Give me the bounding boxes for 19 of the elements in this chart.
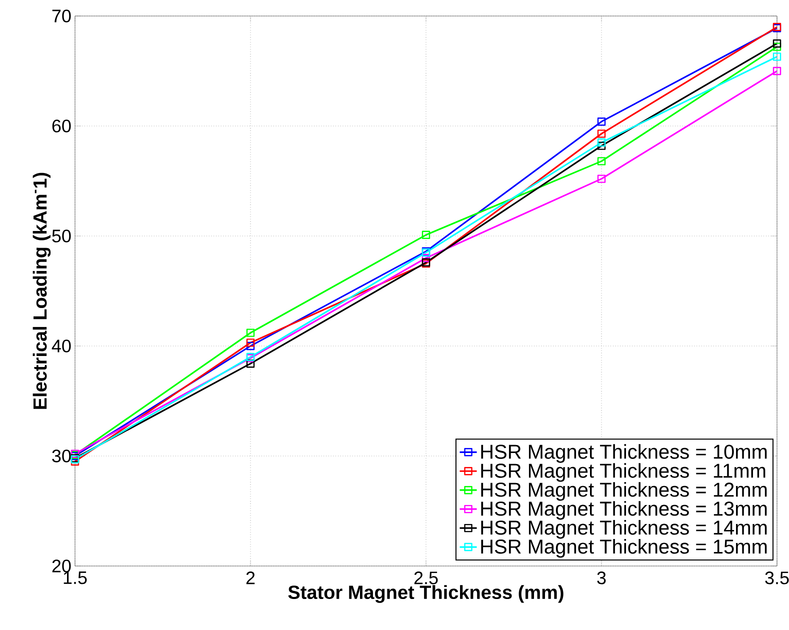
x-tick-label: 1.5 xyxy=(64,572,87,584)
y-tick-label: 60 xyxy=(52,120,71,132)
x-tick-label: 3.5 xyxy=(765,572,789,584)
legend-label: HSR Magnet Thickness = 13mm xyxy=(481,501,767,520)
legend-label: HSR Magnet Thickness = 12mm xyxy=(481,482,767,501)
legend-label: HSR Magnet Thickness = 15mm xyxy=(481,539,767,558)
y-tick-label: 50 xyxy=(52,230,71,242)
y-tick-label: 70 xyxy=(52,10,71,22)
x-axis-title: Stator Magnet Thickness (mm) xyxy=(288,585,564,603)
legend-label: HSR Magnet Thickness = 11mm xyxy=(481,463,766,482)
legend-label: HSR Magnet Thickness = 14mm xyxy=(481,520,767,539)
legend-label: HSR Magnet Thickness = 10mm xyxy=(481,444,767,463)
y-axis-title: Electrical Loading (kAm$^{-}$1) xyxy=(32,172,51,409)
x-tick-label: 2.5 xyxy=(414,572,438,584)
y-tick-label: 30 xyxy=(52,450,71,462)
x-tick-label: 2 xyxy=(246,572,255,584)
y-tick-label: 40 xyxy=(52,340,71,352)
x-tick-label: 3 xyxy=(597,572,606,584)
y-tick-label: 20 xyxy=(52,560,71,572)
